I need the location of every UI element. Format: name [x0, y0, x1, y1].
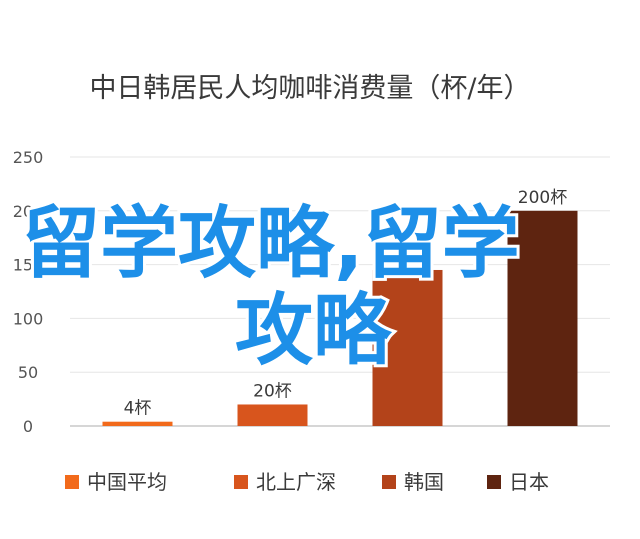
bars	[102, 210, 578, 426]
legend-swatch	[382, 475, 396, 489]
legend-label: 韩国	[404, 470, 444, 494]
watermark: 留学攻略,留学 攻略	[19, 196, 523, 379]
y-tick-label: 150	[13, 256, 44, 275]
watermark-line-2: 攻略	[235, 286, 393, 376]
legend-label: 日本	[509, 470, 549, 494]
chart-title: 中日韩居民人均咖啡消费量（杯/年）	[89, 73, 530, 104]
bar-data-label: 4杯	[124, 399, 152, 419]
legend-label: 北上广深	[256, 470, 336, 494]
data-labels: 4杯 20杯 145杯 200杯	[124, 188, 568, 419]
y-tick-label: 250	[13, 148, 44, 167]
bar-data-label: 200杯	[518, 188, 567, 208]
bar-2	[372, 269, 443, 426]
bar-0	[102, 421, 173, 426]
y-tick-label: 0	[23, 417, 33, 436]
y-tick-label: 100	[13, 309, 44, 328]
bar-1	[237, 404, 308, 426]
watermark-line-1: 留学攻略,留学	[22, 199, 520, 289]
bar-3	[507, 210, 578, 426]
bar-data-label: 145杯	[383, 247, 432, 267]
legend-swatch	[487, 475, 501, 489]
y-tick-label: 200	[13, 202, 44, 221]
legend: 中国平均 北上广深 韩国 日本	[65, 470, 549, 494]
y-tick-label: 50	[18, 363, 38, 382]
bar-data-label: 20杯	[253, 381, 292, 401]
legend-swatch	[234, 475, 248, 489]
legend-swatch	[65, 475, 79, 489]
y-axis-ticks: 0 50 100 150 200 250	[13, 148, 44, 436]
legend-label: 中国平均	[87, 470, 167, 494]
